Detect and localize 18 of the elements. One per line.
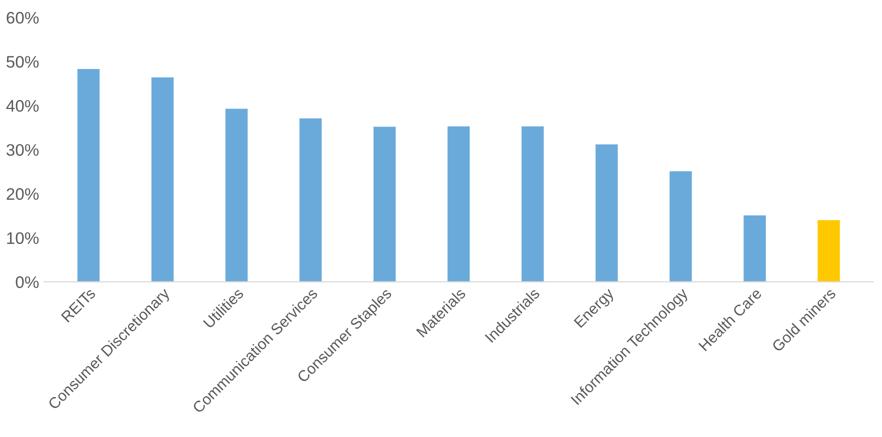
- y-tick-label: 40%: [6, 100, 39, 112]
- bar: [522, 126, 544, 282]
- y-tick-label: 10%: [7, 232, 39, 244]
- bar: [818, 220, 840, 282]
- bar: [225, 108, 248, 282]
- y-tick-label: 60%: [6, 12, 39, 24]
- bar: [596, 144, 618, 282]
- bar: [299, 118, 322, 282]
- bar: [374, 126, 396, 282]
- y-tick-label: 20%: [6, 188, 39, 200]
- y-tick-label: 0%: [16, 276, 39, 288]
- bar: [744, 215, 766, 282]
- bar: [670, 171, 692, 282]
- bar: [448, 126, 470, 282]
- bar: [151, 77, 174, 282]
- y-tick-label: 30%: [6, 144, 39, 156]
- y-tick-label: 50%: [6, 56, 39, 68]
- bar: [77, 69, 100, 282]
